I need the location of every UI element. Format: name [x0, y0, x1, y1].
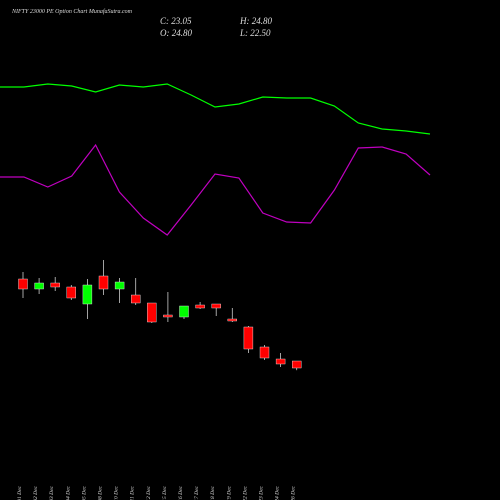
candle-body	[211, 303, 221, 309]
summary-close: C: 23.05	[160, 16, 192, 26]
x-tick-label: 02 Dec	[33, 485, 39, 500]
x-tick-label: 22 Dec	[242, 485, 248, 500]
candle-body	[82, 284, 93, 305]
candle-body	[18, 278, 28, 290]
chart-title: NIFTY 23000 PE Option Chart MunafaSutra.…	[11, 8, 133, 15]
summary-high: H: 24.80	[239, 16, 272, 26]
candle-body	[292, 360, 302, 369]
x-tick-label: 24 Dec	[274, 485, 281, 500]
x-tick-label: 08 Dec	[98, 485, 104, 500]
candle-body	[130, 294, 141, 304]
candle-body	[163, 314, 173, 318]
candle-body	[147, 302, 157, 323]
x-tick-label: 05 Dec	[81, 485, 87, 500]
x-tick-label: 10 Dec	[114, 485, 120, 500]
candle-body	[98, 275, 109, 290]
candle-body	[243, 326, 254, 350]
x-tick-label: 15 Dec	[162, 485, 168, 500]
x-tick-label: 18 Dec	[210, 485, 216, 500]
candle-body	[66, 286, 77, 299]
candle-body	[227, 318, 238, 322]
x-tick-label: 16 Dec	[178, 485, 184, 500]
x-tick-label: 04 Dec	[64, 485, 71, 500]
x-tick-label: 17 Dec	[194, 485, 200, 500]
x-tick-label: 03 Dec	[49, 485, 55, 500]
candle-body	[114, 281, 125, 290]
x-tick-label: 26 Dec	[291, 485, 297, 500]
x-tick-label: 11 Dec	[130, 485, 136, 500]
candle-body	[179, 305, 189, 318]
candle-body	[50, 282, 60, 288]
indicator-line	[0, 143, 431, 236]
candle-body	[275, 358, 286, 365]
candle-body	[259, 346, 270, 359]
candle-body	[195, 304, 205, 309]
candle-body	[34, 282, 44, 290]
x-tick-label: 19 Dec	[226, 485, 232, 500]
x-tick-label: 01 Dec	[17, 485, 23, 500]
summary-open: O: 24.80	[160, 28, 192, 38]
x-tick-label: 12 Dec	[146, 485, 152, 500]
x-tick-label: 23 Dec	[259, 485, 265, 500]
indicator-line	[0, 83, 431, 135]
summary-low: L: 22.50	[239, 28, 271, 38]
